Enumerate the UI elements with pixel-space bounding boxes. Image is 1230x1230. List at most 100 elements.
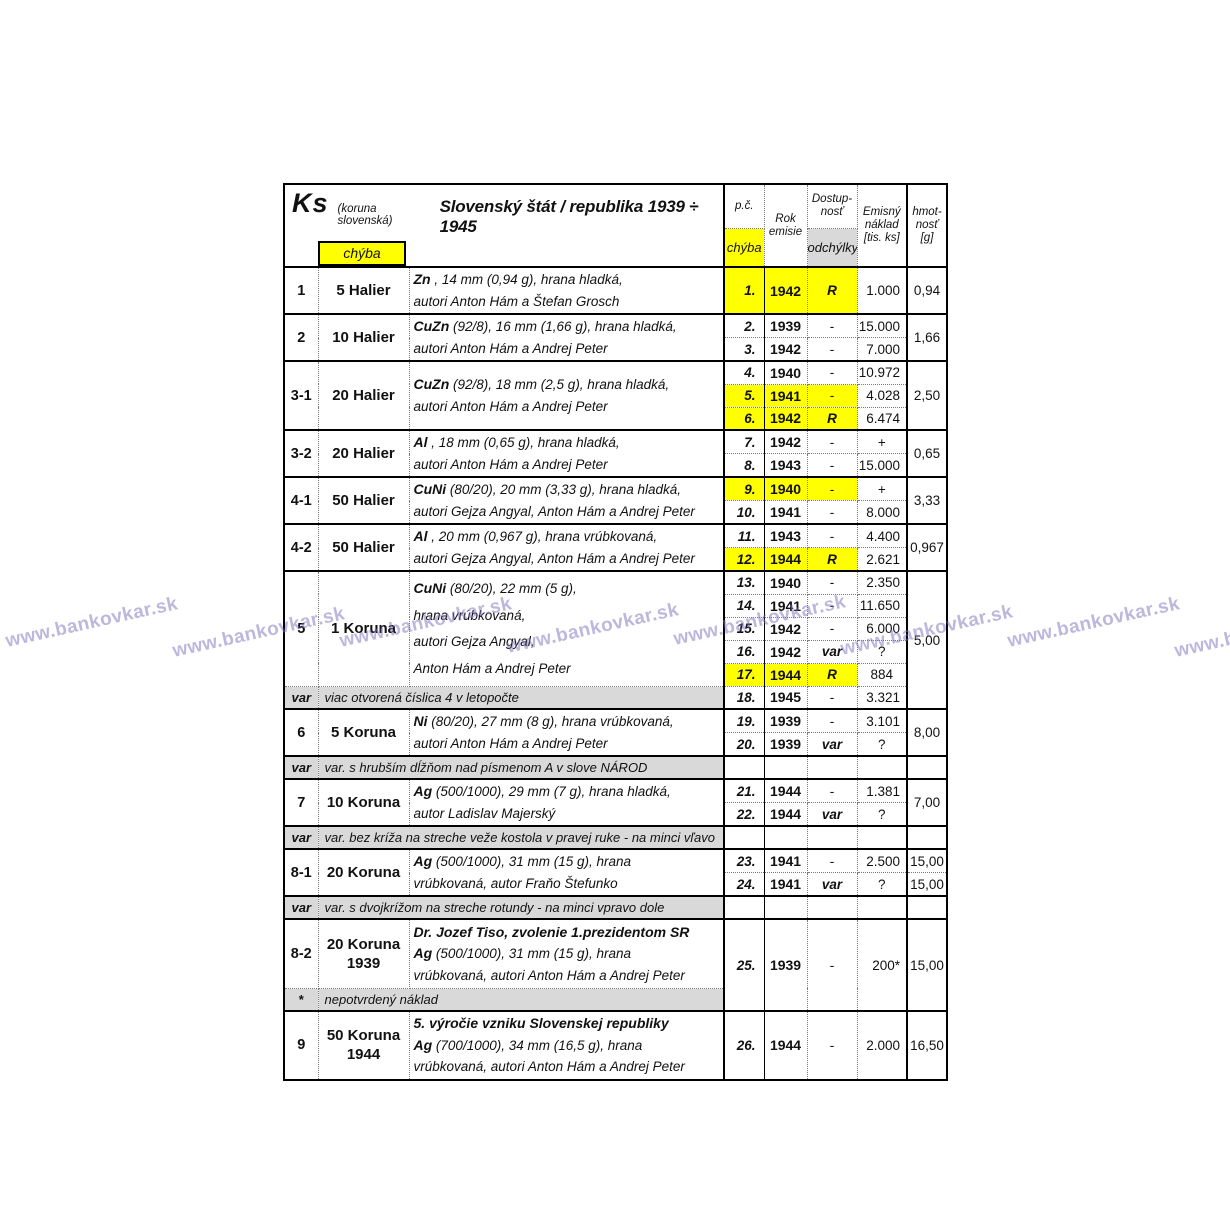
row-mintage: 1.000 xyxy=(856,266,908,315)
row-serial: 23. xyxy=(723,848,765,873)
row-year: 1942 xyxy=(763,639,808,664)
coin-index: 3-2 xyxy=(283,429,319,478)
empty-cell xyxy=(723,755,765,780)
coin-index: 2 xyxy=(283,313,319,362)
row-serial: 8. xyxy=(723,453,765,478)
coin-description: Al , 18 mm (0,65 g), hrana hladká, autor… xyxy=(408,429,725,478)
coin-description: CuNi (80/20), 20 mm (3,33 g), hrana hlad… xyxy=(408,476,725,525)
row-availability: var xyxy=(806,732,858,757)
watermark-text: www.bankovkar.sk xyxy=(1005,593,1182,652)
row-mintage: 15.000 xyxy=(856,313,908,338)
coin-denomination: 50 Halier xyxy=(317,476,410,525)
row-year: 1940 xyxy=(763,360,808,385)
row-availability: - xyxy=(806,429,858,454)
row-year: 1941 xyxy=(763,500,808,525)
coin-index: 6 xyxy=(283,708,319,757)
row-mintage: 2.000 xyxy=(856,1010,908,1080)
row-serial: 13. xyxy=(723,570,765,595)
row-availability: - xyxy=(806,708,858,733)
empty-cell xyxy=(906,825,948,850)
row-year: 1944 xyxy=(763,778,808,803)
empty-cell xyxy=(856,755,908,780)
row-availability: - xyxy=(806,360,858,385)
row-serial: 5. xyxy=(723,383,765,408)
row-mintage: ? xyxy=(856,639,908,664)
row-serial: 22. xyxy=(723,802,765,827)
empty-cell xyxy=(856,895,908,920)
row-availability: - xyxy=(806,1010,858,1080)
row-mintage: 1.381 xyxy=(856,778,908,803)
row-serial: 3. xyxy=(723,337,765,362)
row-availability: var xyxy=(806,872,858,897)
row-availability: R xyxy=(806,406,858,431)
coin-denomination: 10 Halier xyxy=(317,313,410,362)
row-serial: 19. xyxy=(723,708,765,733)
col-header-deviations: odchýlky xyxy=(806,227,858,268)
watermark-text: www.bankovkar.sk xyxy=(3,593,180,652)
coin-index: 8-1 xyxy=(283,848,319,897)
row-mintage: 3.101 xyxy=(856,708,908,733)
row-mintage: 10.972 xyxy=(856,360,908,385)
coin-denomination: 1 Koruna xyxy=(317,570,410,687)
note-text: viac otvorená číslica 4 v letopočte xyxy=(317,685,725,710)
coin-index: 1 xyxy=(283,266,319,315)
empty-cell xyxy=(763,755,808,780)
row-serial: 17. xyxy=(723,662,765,687)
row-mintage: + xyxy=(856,476,908,501)
row-year: 1941 xyxy=(763,848,808,873)
row-mintage: 200* xyxy=(856,918,908,1012)
coin-index: 4-2 xyxy=(283,523,319,572)
row-availability: - xyxy=(806,523,858,548)
row-serial: 21. xyxy=(723,778,765,803)
row-mintage: ? xyxy=(856,732,908,757)
coin-description: Ag (500/1000), 29 mm (7 g), hrana hladká… xyxy=(408,778,725,827)
row-weight: 3,33 xyxy=(906,476,948,525)
row-availability: - xyxy=(806,616,858,641)
coin-index: 7 xyxy=(283,778,319,827)
note-label: var xyxy=(283,895,319,920)
row-year: 1942 xyxy=(763,406,808,431)
coin-index: 9 xyxy=(283,1010,319,1080)
row-serial: 9. xyxy=(723,476,765,501)
row-mintage: ? xyxy=(856,802,908,827)
coin-denomination: 20 Halier xyxy=(317,429,410,478)
row-mintage: 2.500 xyxy=(856,848,908,873)
col-header-weight: hmot- nosť [g] xyxy=(906,183,948,268)
row-mintage: 2.350 xyxy=(856,570,908,595)
row-mintage: 4.400 xyxy=(856,523,908,548)
row-availability: R xyxy=(806,266,858,315)
note-text: var. s dvojkrížom na streche rotundy - n… xyxy=(317,895,725,920)
row-mintage: 7.000 xyxy=(856,337,908,362)
row-mintage: 15.000 xyxy=(856,453,908,478)
empty-cell xyxy=(806,755,858,780)
note-text: var. s hrubším dĺžňom nad písmenom A v s… xyxy=(317,755,725,780)
row-year: 1942 xyxy=(763,429,808,454)
coin-description: CuZn (92/8), 16 mm (1,66 g), hrana hladk… xyxy=(408,313,725,362)
empty-cell xyxy=(763,895,808,920)
row-year: 1940 xyxy=(763,570,808,595)
row-availability: - xyxy=(806,685,858,710)
row-serial: 2. xyxy=(723,313,765,338)
coin-denomination: 5 Koruna xyxy=(317,708,410,757)
note-label: var xyxy=(283,685,319,710)
row-mintage: 3.321 xyxy=(856,685,908,710)
row-weight: 1,66 xyxy=(906,313,948,362)
row-serial: 25. xyxy=(723,918,765,1012)
row-serial: 11. xyxy=(723,523,765,548)
row-serial: 18. xyxy=(723,685,765,710)
row-weight: 5,00 xyxy=(906,570,948,710)
row-mintage: 6.000 xyxy=(856,616,908,641)
row-serial: 10. xyxy=(723,500,765,525)
coin-denomination: 20 Koruna 1939 xyxy=(317,918,410,989)
row-weight: 7,00 xyxy=(906,778,948,827)
empty-cell xyxy=(763,825,808,850)
row-serial: 15. xyxy=(723,616,765,641)
row-year: 1941 xyxy=(763,593,808,618)
page-title: Slovenský štát / republika 1939 ÷ 1945 xyxy=(439,197,699,236)
row-year: 1945 xyxy=(763,685,808,710)
row-serial: 12. xyxy=(723,547,765,572)
row-availability: - xyxy=(806,453,858,478)
coin-description: CuNi (80/20), 22 mm (5 g), hrana vrúbkov… xyxy=(408,570,725,687)
row-availability: var xyxy=(806,802,858,827)
col-header-mintage: Emisný náklad [tis. ks] xyxy=(856,183,908,268)
